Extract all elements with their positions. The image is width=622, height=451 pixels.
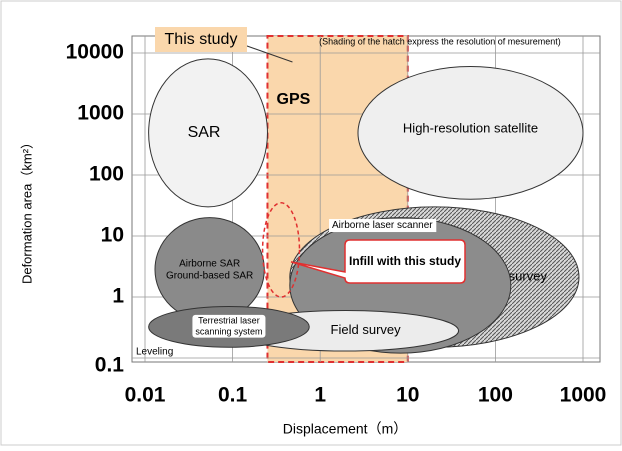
- x-tick-label: 1: [314, 384, 326, 407]
- region-label: SAR: [188, 124, 221, 141]
- region-label: Terrestrial laser scanning system: [195, 316, 262, 337]
- region-label: Infill with this study: [349, 254, 461, 268]
- label-bg: [329, 219, 437, 233]
- study-box: [155, 27, 247, 52]
- x-axis-label: Displacement（m）: [283, 421, 407, 437]
- region: [261, 202, 301, 298]
- region-label: Airborne SAR Ground-based SAR: [166, 258, 253, 281]
- y-tick-label: 1: [112, 285, 124, 308]
- extra-label: Leveling: [136, 347, 173, 358]
- x-tick-label: 1000: [560, 384, 607, 407]
- x-tick-label: 0.01: [125, 384, 166, 407]
- x-tick-label: 0.1: [218, 384, 248, 407]
- y-tick-label: 1000: [77, 102, 124, 125]
- region-label: High-resolution satellite: [403, 120, 538, 135]
- x-tick-label: 10: [396, 384, 419, 407]
- y-axis-label: Deformation area（km²）: [19, 136, 34, 284]
- region: [148, 58, 268, 208]
- band-label: GPS: [277, 91, 311, 108]
- region-label: Airborne laser scanner: [332, 220, 433, 231]
- region: [357, 66, 584, 200]
- label-bg: [192, 314, 266, 338]
- y-tick-label: 100: [89, 163, 124, 186]
- y-tick-label: 0.1: [95, 354, 125, 377]
- study-label: This study: [165, 31, 238, 48]
- note: (Shading of the hatch express the resolu…: [319, 36, 561, 46]
- y-tick-label: 10000: [66, 41, 124, 64]
- y-tick-label: 10: [101, 224, 124, 247]
- x-tick-label: 100: [478, 384, 513, 407]
- region-label: Field survey: [331, 322, 402, 337]
- callout: [290, 239, 466, 284]
